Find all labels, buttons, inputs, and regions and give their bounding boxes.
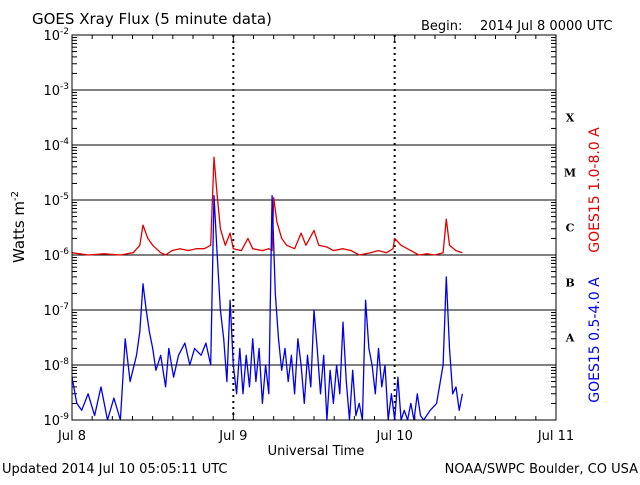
series-line-1 [71, 194, 464, 421]
y-axis-label-superscript: -2 [10, 191, 21, 201]
y-tick-label-2: 10-7 [43, 302, 69, 319]
legend-short-channel: GOES15 0.5-4.0 A [587, 277, 603, 403]
y-tick-exponent: -9 [60, 412, 69, 422]
y-tick-exponent: -7 [60, 302, 69, 312]
x-tick-label-2: Jul 10 [375, 429, 412, 444]
y-tick-label-6: 10-3 [43, 82, 69, 99]
y-tick-exponent: -5 [60, 192, 69, 202]
y-tick-exponent: -8 [60, 357, 69, 367]
flare-class-a: A [565, 332, 575, 345]
updated-timestamp: Updated 2014 Jul 10 05:05:11 UTC [2, 462, 227, 477]
x-tick-label-3: Jul 11 [537, 429, 574, 444]
y-tick-exponent: -2 [60, 27, 69, 37]
plot-frame [71, 34, 557, 421]
flare-class-c: C [566, 222, 575, 235]
y-tick-label-4: 10-5 [43, 192, 69, 209]
y-tick-base: 10 [43, 359, 60, 374]
y-tick-label-5: 10-4 [43, 137, 69, 154]
y-tick-base: 10 [43, 304, 60, 319]
y-tick-base: 10 [43, 414, 60, 429]
credit-text: NOAA/SWPC Boulder, CO USA [445, 462, 638, 477]
y-tick-label-1: 10-8 [43, 357, 69, 374]
begin-value: 2014 Jul 8 0000 UTC [480, 19, 612, 34]
y-tick-base: 10 [43, 139, 60, 154]
flare-class-x: X [566, 112, 575, 125]
y-tick-label-0: 10-9 [43, 412, 69, 429]
series-line-0 [71, 156, 463, 256]
legend-long-channel: GOES15 1.0-8.0 A [587, 127, 603, 253]
y-tick-base: 10 [43, 84, 60, 99]
y-tick-exponent: -4 [60, 137, 69, 147]
flare-class-b: B [565, 277, 574, 290]
y-tick-label-3: 10-6 [43, 247, 69, 264]
y-axis-label: Watts m-2 [10, 191, 28, 263]
y-tick-base: 10 [43, 194, 60, 209]
flare-class-m: M [564, 167, 576, 180]
y-tick-exponent: -6 [60, 247, 69, 257]
x-tick-label-1: Jul 9 [218, 429, 247, 444]
chart-title: GOES Xray Flux (5 minute data) [32, 10, 272, 28]
y-tick-base: 10 [43, 249, 60, 264]
y-tick-base: 10 [43, 29, 60, 44]
begin-label: Begin: [421, 19, 462, 34]
x-tick-label-0: Jul 8 [57, 429, 86, 444]
x-axis-label: Universal Time [268, 444, 365, 459]
y-tick-label-7: 10-2 [43, 27, 69, 44]
y-tick-exponent: -3 [60, 82, 69, 92]
